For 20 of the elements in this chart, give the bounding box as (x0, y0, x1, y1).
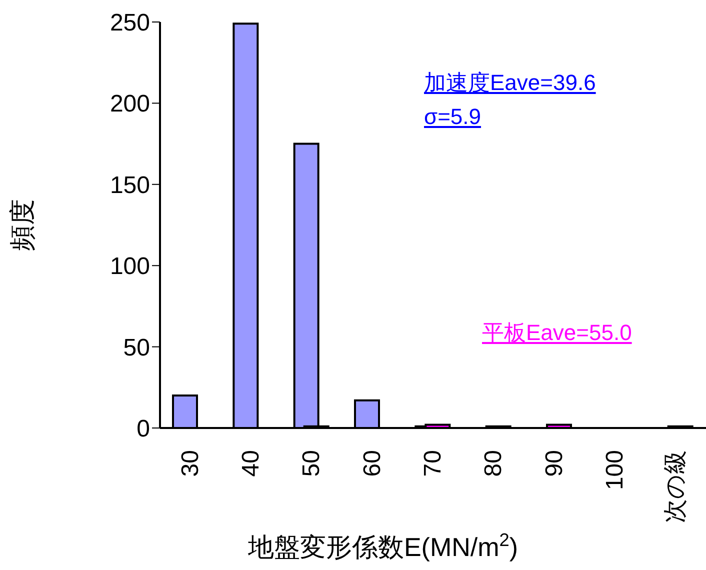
y-tick-label: 250 (110, 10, 150, 37)
x-tick-label: 30 (176, 450, 204, 477)
annotation: σ=5.9 (424, 104, 482, 130)
x-tick-label: 70 (420, 450, 446, 477)
y-tick-label: 0 (136, 416, 150, 443)
x-tick-label: 60 (358, 450, 386, 477)
y-tick-label: 200 (110, 90, 150, 118)
x-axis-title: 地盤変形係数E(MN/m$^{2}$) (246, 530, 518, 562)
x-tick-label: 50 (298, 450, 326, 477)
x-tick-label: 100 (602, 450, 628, 490)
x-tick-label: 次の級 (662, 450, 690, 523)
x-tick-label: 90 (540, 450, 568, 477)
x-tick-label: 40 (238, 450, 264, 477)
annotation: 平板Eave=55.0 (482, 319, 632, 347)
x-tick-label: 80 (480, 450, 508, 477)
y-tick-label: 150 (110, 172, 150, 199)
y-tick-label: 50 (123, 334, 150, 362)
annotation: 加速度Eave=39.6 (424, 69, 596, 97)
y-axis-title: 頻度 (7, 199, 38, 251)
y-tick-label: 100 (110, 253, 150, 280)
